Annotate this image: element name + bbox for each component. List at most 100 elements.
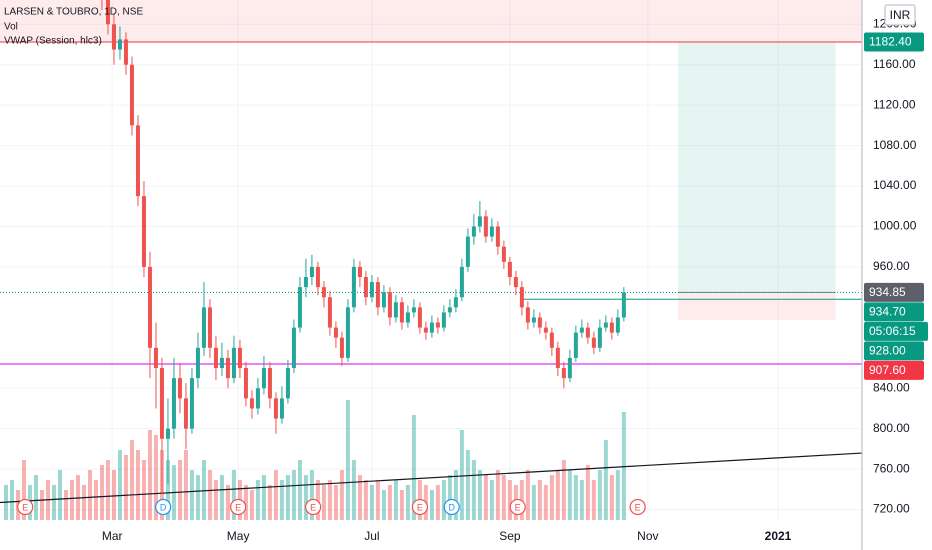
- candle-body: [135, 125, 140, 197]
- x-tick-label: Jul: [364, 529, 379, 543]
- x-tick-label: May: [227, 529, 250, 543]
- candle-body: [597, 327, 602, 348]
- volume-bar: [453, 470, 458, 520]
- currency[interactable]: INR: [890, 8, 911, 22]
- candle-body: [543, 327, 548, 333]
- volume-bar: [291, 470, 296, 520]
- candle-body: [183, 398, 188, 429]
- volume-bar: [369, 485, 374, 520]
- volume-bar: [93, 480, 98, 520]
- volume-bar: [393, 480, 398, 520]
- volume-bar: [9, 480, 14, 520]
- volume-bar: [519, 480, 524, 520]
- candle-body: [279, 398, 284, 419]
- axis-labels: 720.00 760.00 800.00 840.00 960.00 1000.00 104…: [864, 16, 928, 516]
- volume-bar: [597, 470, 602, 520]
- x-tick-label: Nov: [637, 529, 658, 543]
- candle-body: [153, 347, 158, 369]
- y-tick-label: 1000.00: [873, 219, 917, 233]
- candle-body: [447, 307, 452, 313]
- volume-bar: [351, 460, 356, 520]
- price-label-box: [864, 360, 924, 380]
- price-label: 1182.40: [869, 35, 912, 49]
- candle-body: [513, 277, 518, 288]
- candle-body: [591, 337, 596, 348]
- volume-bar: [105, 460, 110, 520]
- candle-body: [549, 332, 554, 348]
- countdown-box: [864, 321, 928, 341]
- candle-body: [573, 332, 578, 358]
- volume-bar: [495, 470, 500, 520]
- candle-body: [195, 347, 200, 379]
- candle-body: [399, 302, 404, 323]
- y-tick-label: 800.00: [873, 421, 910, 435]
- volume-bar: [435, 485, 440, 520]
- price-label: 907.60: [869, 363, 906, 377]
- volume-bar: [483, 475, 488, 520]
- candle-body: [555, 347, 560, 369]
- volume-bar: [141, 460, 146, 520]
- event-marker: [443, 498, 460, 516]
- price-label: 934.85: [869, 285, 906, 299]
- price-label-box: [864, 282, 924, 302]
- volume-bar: [321, 485, 326, 520]
- candle-body: [123, 39, 128, 65]
- volume-bar: [537, 480, 542, 520]
- currency-box[interactable]: [884, 4, 916, 26]
- candle-body: [363, 277, 368, 298]
- volume-bar: [69, 480, 74, 520]
- y-tick-label: 1080.00: [873, 138, 917, 152]
- price-label: 928.00: [869, 344, 906, 358]
- candle-body: [171, 378, 176, 429]
- volume-bar: [549, 475, 554, 520]
- candle-body: [609, 322, 614, 333]
- event-marker: [629, 498, 646, 516]
- candle-body: [489, 226, 494, 237]
- event-label: E: [235, 502, 241, 512]
- candle-body: [285, 368, 290, 399]
- volume-bar: [543, 485, 548, 520]
- volume-bar: [525, 470, 530, 520]
- candle-body: [255, 388, 260, 409]
- event-marker: [411, 498, 429, 516]
- volume-bar: [507, 480, 512, 520]
- candle-body: [351, 266, 356, 308]
- event-marker: [305, 498, 322, 516]
- y-tick-label: 760.00: [873, 461, 910, 475]
- volume-bar: [165, 460, 170, 520]
- event-marker: [17, 498, 34, 516]
- volume-bar: [243, 485, 248, 520]
- candle-body: [417, 307, 422, 328]
- volume-bar: [405, 485, 410, 520]
- price-axis: [862, 0, 932, 550]
- y-tick-label: 1120.00: [873, 97, 916, 111]
- volume-bar: [471, 460, 476, 520]
- event-label: D: [160, 502, 167, 512]
- volume-bar: [573, 475, 578, 520]
- candle-body: [237, 347, 242, 369]
- volume-bar: [255, 480, 260, 520]
- volume-bar: [231, 470, 236, 520]
- candle-body: [603, 322, 608, 328]
- candle-body: [579, 327, 584, 333]
- event-marker: [509, 498, 526, 516]
- candle-body: [225, 357, 230, 379]
- plot-area: [0, 0, 862, 520]
- candle-body: [567, 357, 572, 379]
- candle-body: [129, 64, 134, 126]
- candle-body: [495, 226, 500, 247]
- volume-bar: [387, 485, 392, 520]
- candle-body: [435, 322, 440, 328]
- candle-body: [357, 266, 362, 278]
- candle-body: [561, 368, 566, 379]
- volume-bar: [381, 490, 386, 520]
- volume-bar: [615, 470, 620, 520]
- volume-bar: [189, 470, 194, 520]
- volume-bar: [309, 470, 314, 520]
- candle-body: [303, 277, 308, 288]
- y-tick-label: 840.00: [873, 380, 910, 394]
- candle-body: [267, 368, 272, 399]
- volume-bar: [87, 470, 92, 520]
- event-label: E: [310, 502, 316, 512]
